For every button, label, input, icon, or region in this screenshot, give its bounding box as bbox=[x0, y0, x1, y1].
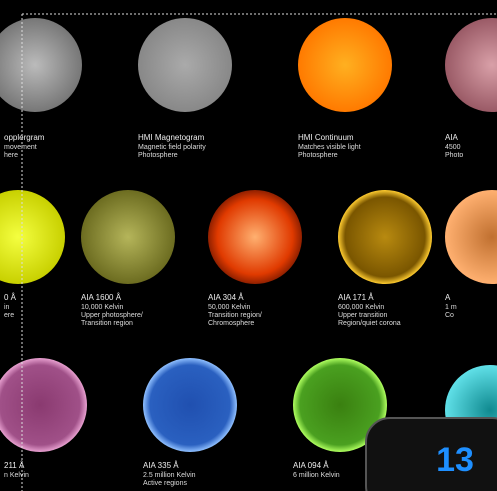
panel-caption: Transition region/ bbox=[208, 312, 262, 319]
panel-title: AIA 094 Å bbox=[293, 461, 329, 470]
panel-title: 211 Å bbox=[4, 461, 25, 470]
panel-caption: Upper photosphere/ bbox=[81, 312, 143, 319]
sun bbox=[445, 190, 497, 284]
panel-title: opplergram bbox=[4, 133, 45, 142]
panel-caption: Upper transition bbox=[338, 312, 388, 319]
sun bbox=[143, 358, 237, 452]
panel-title: HMI Continuum bbox=[298, 133, 354, 142]
sun bbox=[298, 18, 392, 112]
sun bbox=[0, 190, 65, 284]
sun bbox=[81, 190, 175, 284]
panel-title: AIA 335 Å bbox=[143, 461, 179, 470]
panel-caption: Transition region bbox=[81, 320, 133, 327]
badge bbox=[365, 417, 497, 491]
panel-caption: n Kelvin bbox=[4, 472, 29, 479]
panel-caption: 4500 bbox=[445, 144, 461, 151]
panel-caption: Photo bbox=[445, 152, 463, 159]
panel-caption: 50,000 Kelvin bbox=[208, 304, 251, 311]
sun bbox=[445, 18, 497, 112]
panel-caption: here bbox=[4, 152, 18, 159]
panel-title: AIA 171 Å bbox=[338, 293, 374, 302]
panel-title: 0 Å bbox=[4, 293, 17, 302]
panel-caption: Co bbox=[445, 312, 454, 319]
panel-caption: ere bbox=[4, 312, 14, 319]
panel-title: HMI Magnetogram bbox=[138, 133, 205, 142]
panel-title: A bbox=[445, 293, 451, 302]
panel-caption: Photosphere bbox=[298, 152, 338, 159]
panel-title: AIA 1600 Å bbox=[81, 293, 122, 302]
sun bbox=[0, 18, 82, 112]
panel-caption: in bbox=[4, 304, 10, 311]
panel-caption: Region/quiet corona bbox=[338, 320, 401, 327]
sun bbox=[338, 190, 432, 284]
panel-caption: Chromosphere bbox=[208, 320, 254, 327]
sun bbox=[0, 358, 87, 452]
panel-title: AIA 304 Å bbox=[208, 293, 244, 302]
panel-caption: Magnetic field polarity bbox=[138, 144, 206, 151]
panel-caption: Active regions bbox=[143, 480, 187, 487]
sun bbox=[138, 18, 232, 112]
badge-number: 13 bbox=[436, 441, 474, 479]
panel-caption: 10,000 Kelvin bbox=[81, 304, 124, 311]
panel-caption: movement bbox=[4, 144, 37, 151]
sun bbox=[208, 190, 302, 284]
panel-caption: 6 million Kelvin bbox=[293, 472, 340, 479]
panel-caption: 2.5 million Kelvin bbox=[143, 472, 196, 479]
panel-caption: Photosphere bbox=[138, 152, 178, 159]
panel-caption: 1 m bbox=[445, 304, 457, 311]
panel-caption: Matches visible light bbox=[298, 144, 361, 151]
sun bbox=[293, 358, 387, 452]
panel-caption: 600,000 Kelvin bbox=[338, 304, 384, 311]
panel-title: AIA bbox=[445, 133, 459, 142]
